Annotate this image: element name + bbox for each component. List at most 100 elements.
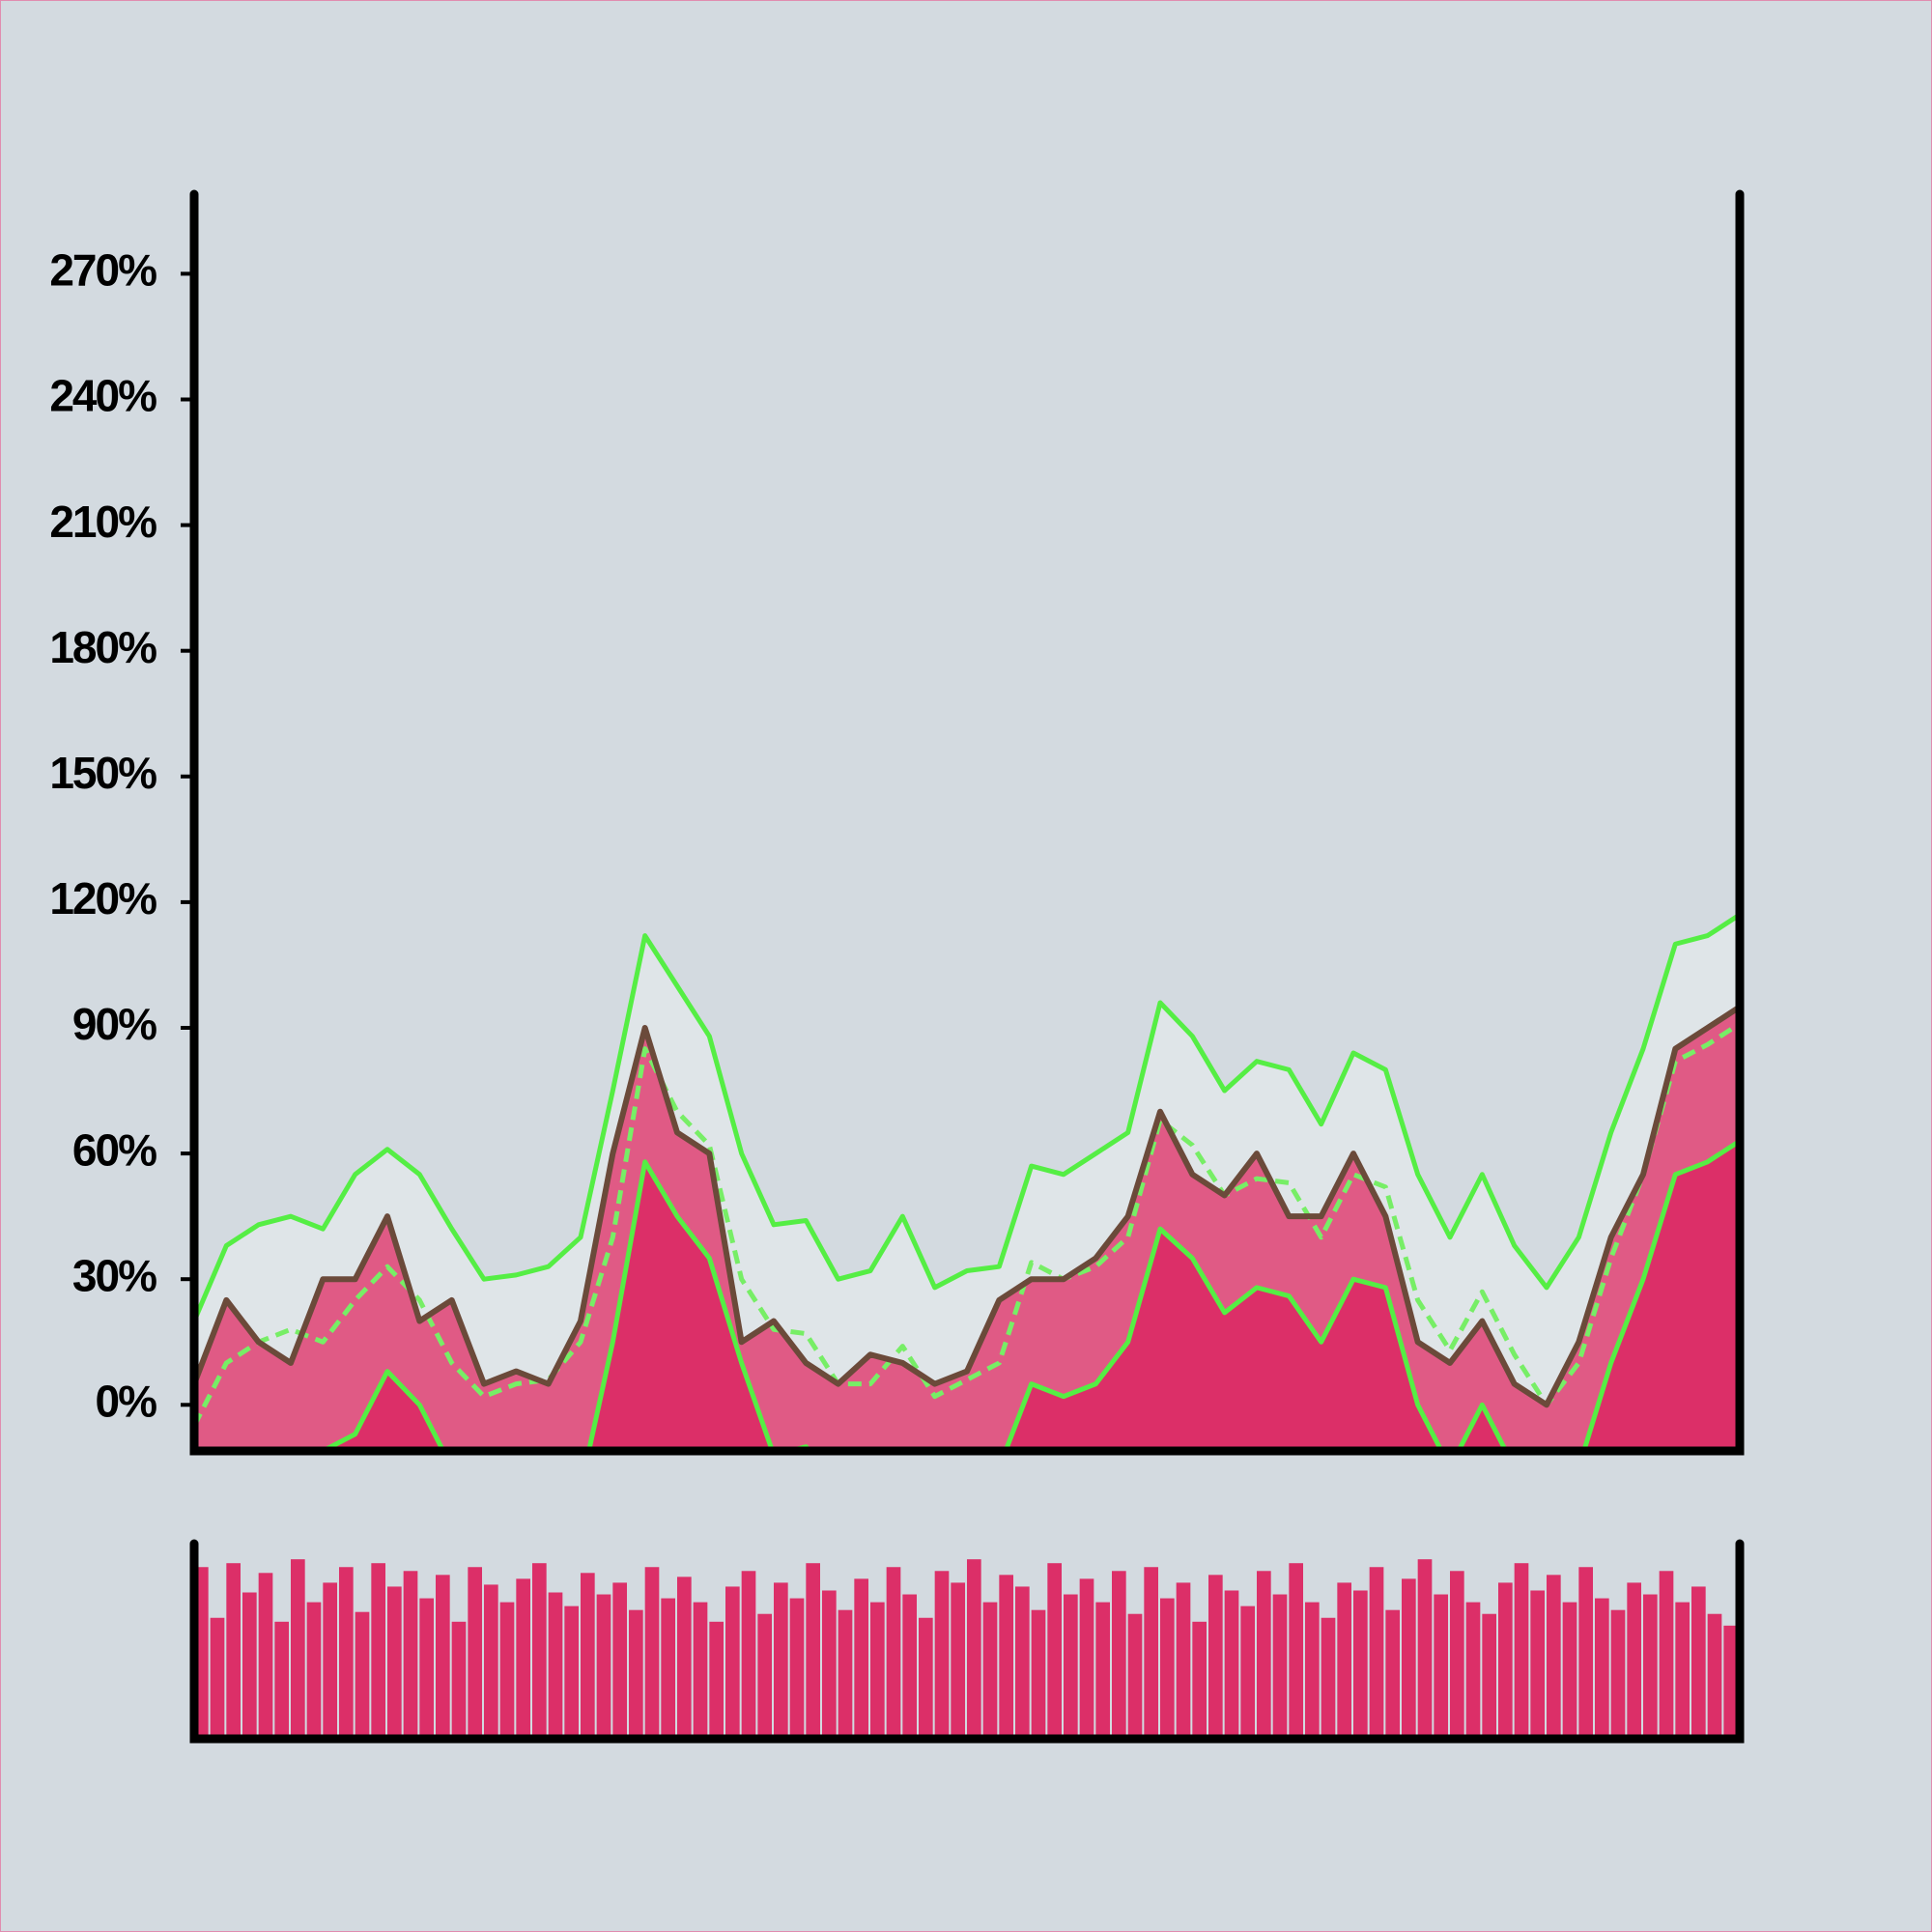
bar (1289, 1563, 1303, 1739)
y-tick-label: 240% (49, 371, 156, 421)
bar (436, 1575, 450, 1739)
bar (226, 1563, 241, 1739)
axes: 0% 30% 60% 90% 120% 150% 180% 210% 240% 270% (49, 189, 1745, 1744)
bar (581, 1573, 595, 1739)
bar (1321, 1617, 1336, 1739)
bar (1112, 1571, 1126, 1739)
bar (1530, 1590, 1545, 1739)
y-tick-label: 210% (49, 497, 156, 547)
y-tick-label: 30% (72, 1250, 156, 1300)
bar (919, 1617, 933, 1739)
bar (1465, 1602, 1481, 1739)
axis-frame (189, 189, 1745, 1456)
y-tick-label: 90% (72, 999, 156, 1049)
bar (1514, 1563, 1529, 1739)
bar (242, 1592, 257, 1739)
bar (1450, 1571, 1464, 1739)
bar (1595, 1598, 1609, 1739)
bar (967, 1559, 981, 1739)
bar (1224, 1590, 1239, 1739)
bar (1547, 1575, 1561, 1739)
bar (548, 1592, 563, 1739)
bar (564, 1605, 579, 1739)
bar (1272, 1594, 1288, 1739)
bar (419, 1598, 434, 1739)
bar (999, 1575, 1013, 1739)
bar (982, 1602, 998, 1739)
bar (1675, 1602, 1690, 1739)
y-tick-label: 60% (72, 1124, 156, 1175)
bar (661, 1598, 675, 1739)
bar (516, 1578, 530, 1739)
bar (1610, 1609, 1626, 1739)
bar (725, 1586, 740, 1739)
bar (291, 1559, 305, 1739)
bar (355, 1611, 370, 1739)
bar (1434, 1594, 1448, 1739)
bar (1079, 1578, 1094, 1739)
bar (484, 1584, 498, 1739)
bar (709, 1621, 724, 1739)
bar (886, 1567, 901, 1739)
bar (854, 1578, 868, 1739)
bar (789, 1598, 805, 1739)
y-tick-label: 270% (49, 245, 156, 296)
bar (532, 1563, 547, 1739)
actual-line (194, 1004, 1740, 1408)
bar (1064, 1594, 1078, 1739)
bar (323, 1582, 337, 1739)
bar (757, 1613, 772, 1739)
bar-axis-frame (189, 1539, 1745, 1744)
bar (806, 1563, 820, 1739)
bar (1659, 1571, 1674, 1739)
bar (1691, 1586, 1706, 1739)
bar (870, 1602, 885, 1739)
bar (403, 1571, 418, 1739)
bar (934, 1571, 950, 1739)
bar (1160, 1598, 1175, 1739)
bar (1562, 1602, 1577, 1739)
bar (1353, 1590, 1368, 1739)
y-tick-label: 120% (49, 873, 156, 923)
bar (1627, 1582, 1641, 1739)
lower-line (303, 1138, 1740, 1451)
bar (1208, 1575, 1223, 1739)
middle-line (194, 1021, 1740, 1428)
bar (1707, 1613, 1722, 1739)
bar (451, 1621, 467, 1739)
bar (210, 1617, 225, 1739)
bar (1337, 1582, 1351, 1739)
bar (677, 1577, 692, 1739)
y-tick-label: 0% (96, 1376, 157, 1426)
bar (1578, 1567, 1593, 1739)
bar (1015, 1586, 1030, 1739)
bar (644, 1567, 660, 1739)
bar (1723, 1625, 1738, 1739)
bar (468, 1567, 482, 1739)
bar (1417, 1559, 1433, 1739)
bar (1240, 1605, 1255, 1739)
bar (1305, 1602, 1320, 1739)
bar (596, 1594, 611, 1739)
bar (951, 1582, 965, 1739)
bar (1127, 1613, 1143, 1739)
y-tick-label: 180% (49, 622, 156, 672)
y-tick-label: 150% (49, 748, 156, 798)
bar (1095, 1602, 1110, 1739)
bar (339, 1567, 354, 1739)
bar (1047, 1563, 1062, 1739)
upper-line (194, 912, 1740, 1322)
bar (1385, 1609, 1400, 1739)
bar (1192, 1621, 1207, 1739)
bar (499, 1602, 515, 1739)
bar (838, 1609, 853, 1739)
bar (629, 1609, 643, 1739)
bar (371, 1563, 385, 1739)
bar (1498, 1582, 1513, 1739)
bar (306, 1602, 322, 1739)
bar (1176, 1582, 1191, 1739)
bar (822, 1590, 837, 1739)
bar (1369, 1567, 1384, 1739)
